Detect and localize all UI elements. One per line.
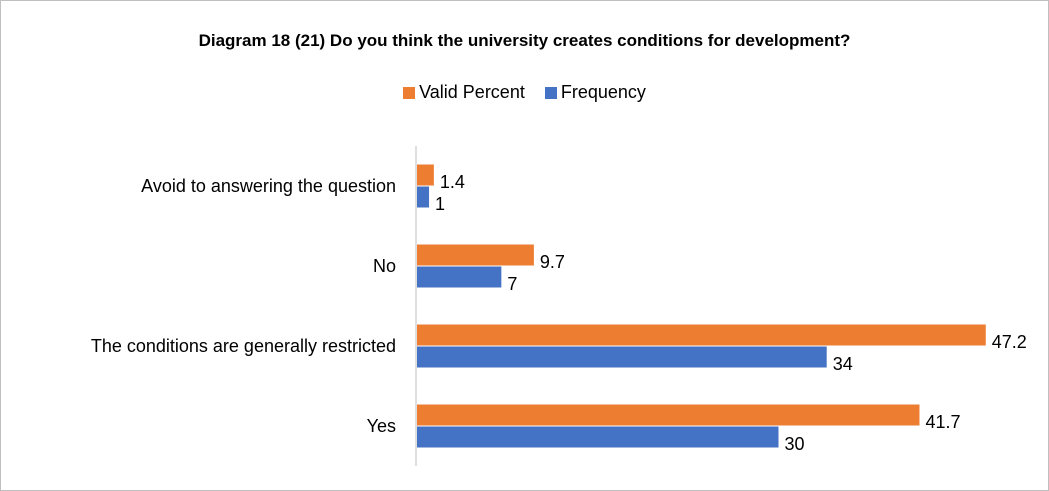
- legend-label-frequency: Frequency: [560, 82, 646, 102]
- legend-swatch-valid-percent: [403, 86, 416, 99]
- bar-frequency-no: [417, 266, 502, 288]
- bar-frequency-avoid-to-answering-the-question: [417, 186, 430, 208]
- bar-valid-percent-yes: [417, 404, 920, 426]
- legend-item-frequency: Frequency: [544, 82, 646, 103]
- category-label-no: No: [373, 256, 396, 276]
- category-label-avoid-to-answering-the-question: Avoid to answering the question: [141, 176, 396, 196]
- bar-frequency-the-conditions-are-generally-restricted: [417, 346, 827, 368]
- data-label-valid-percent-no: 9.7: [540, 252, 565, 272]
- data-label-valid-percent-the-conditions-are-generally-restricted: 47.2: [992, 332, 1027, 352]
- data-label-valid-percent-avoid-to-answering-the-question: 1.4: [440, 172, 465, 192]
- data-label-frequency-no: 7: [507, 274, 517, 294]
- data-label-frequency-yes: 30: [785, 434, 805, 454]
- category-label-yes: Yes: [367, 416, 396, 436]
- legend: Valid Percent Frequency: [1, 82, 1048, 103]
- bar-valid-percent-no: [417, 244, 534, 266]
- data-label-frequency-avoid-to-answering-the-question: 1: [435, 194, 445, 214]
- bar-valid-percent-avoid-to-answering-the-question: [417, 164, 434, 186]
- chart-title: Diagram 18 (21) Do you think the univers…: [198, 31, 851, 50]
- bar-valid-percent-the-conditions-are-generally-restricted: [417, 324, 986, 346]
- legend-item-valid-percent: Valid Percent: [403, 82, 525, 103]
- category-label-the-conditions-are-generally-restricted: The conditions are generally restricted: [91, 336, 396, 356]
- data-label-frequency-the-conditions-are-generally-restricted: 34: [833, 354, 853, 374]
- bar-frequency-yes: [417, 426, 779, 448]
- legend-swatch-frequency: [544, 86, 557, 99]
- data-label-valid-percent-yes: 41.7: [925, 412, 960, 432]
- legend-label-valid-percent: Valid Percent: [419, 82, 525, 102]
